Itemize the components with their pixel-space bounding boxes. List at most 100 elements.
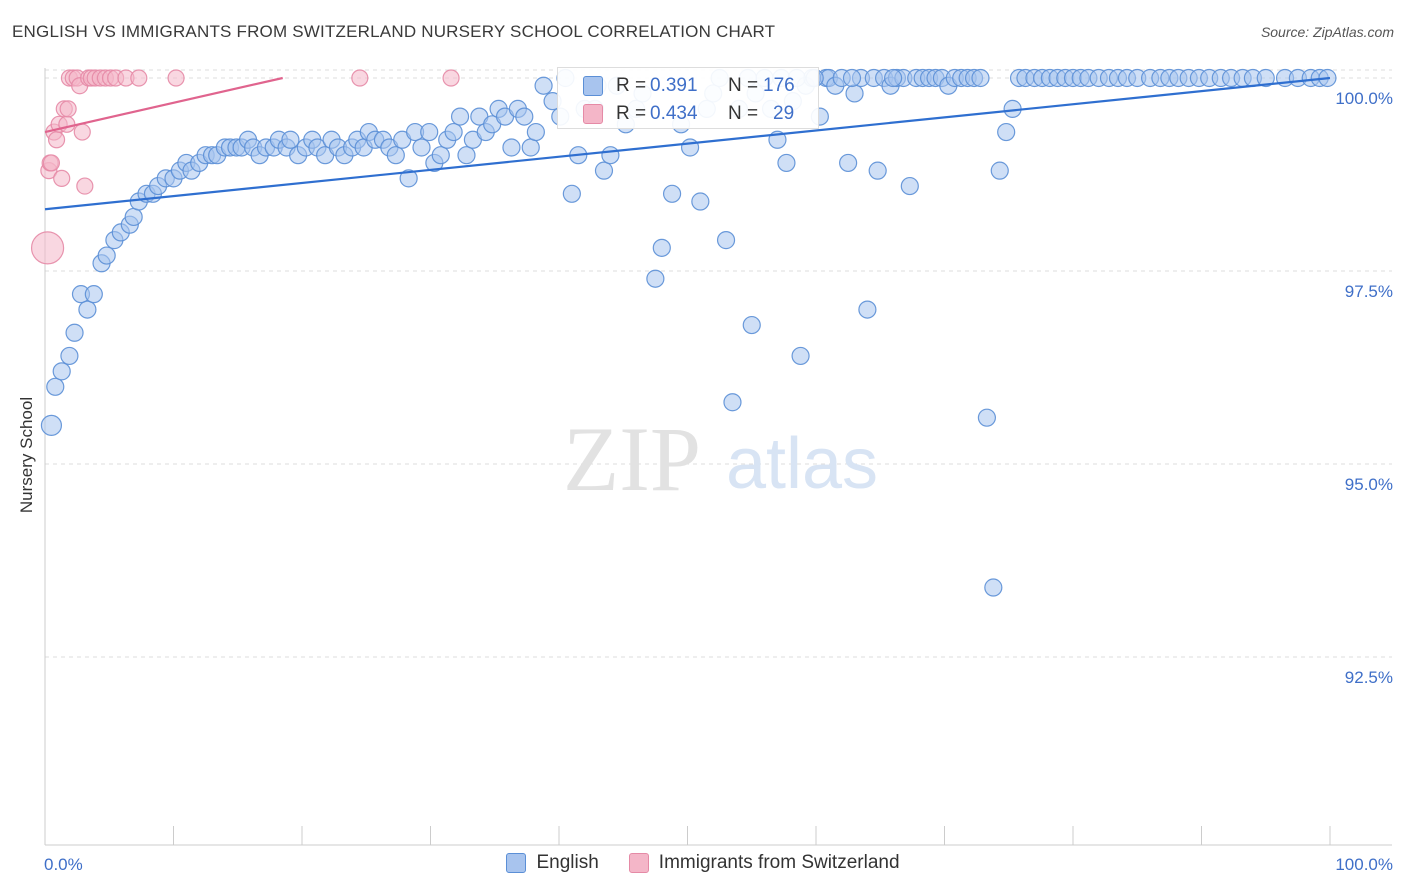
swiss-point [130, 69, 148, 87]
stats-swiss-swatch [583, 104, 603, 124]
english-point [868, 161, 887, 180]
stats-english-n-label: N = [728, 75, 759, 96]
english-point [46, 377, 65, 396]
english-point [990, 161, 1009, 180]
english-point [399, 169, 418, 188]
english-point [858, 300, 877, 319]
english-point [977, 408, 997, 427]
stats-swiss-r-label: R = [616, 103, 647, 124]
grid-layer [45, 69, 1392, 658]
swiss-point [76, 177, 94, 195]
source-label: Source: ZipAtlas.com [1260, 24, 1394, 40]
english-point [601, 146, 620, 165]
swiss-point [351, 69, 369, 87]
y-tick-label: 95.0% [1345, 475, 1393, 494]
stats-english-r-value: 0.391 [650, 75, 698, 96]
english-point [281, 130, 300, 149]
swiss-point [167, 69, 185, 87]
stats-swiss-n-value: 29 [773, 103, 795, 124]
english-point [791, 346, 810, 366]
swiss-trend-line [44, 76, 283, 134]
english-point [723, 393, 742, 412]
axis-layer [44, 68, 1392, 846]
stats-english-swatch [583, 76, 603, 96]
english-point [716, 231, 736, 250]
swiss-point [47, 131, 66, 149]
y-axis-label: Nursery School [17, 396, 36, 514]
english-point [386, 146, 405, 165]
english-point [450, 107, 470, 126]
english-point [502, 138, 521, 157]
english-point [97, 246, 116, 265]
english-point [662, 184, 682, 203]
english-point [521, 138, 540, 157]
english-point [984, 578, 1003, 597]
x-tick-label: 100.0% [1335, 855, 1393, 874]
english-point [845, 84, 864, 103]
legend-item-swiss[interactable]: Immigrants from Switzerland [628, 852, 900, 874]
english-point [412, 138, 431, 157]
swiss-point [30, 231, 65, 265]
legend: English Immigrants from Switzerland [0, 852, 1406, 874]
english-point [534, 76, 553, 95]
swiss-point [58, 115, 76, 133]
english-point [78, 300, 97, 319]
swiss-point [442, 69, 460, 87]
y-tick-label: 97.5% [1345, 282, 1393, 301]
y-tick-label: 92.5% [1345, 668, 1393, 687]
english-point [124, 207, 143, 227]
english-point [680, 138, 700, 157]
english-point [40, 414, 63, 436]
english-point [900, 176, 919, 196]
english-point [842, 68, 862, 88]
swiss-point [73, 123, 91, 141]
legend-item-english[interactable]: English [506, 852, 599, 874]
english-point [457, 146, 476, 165]
english-point [444, 122, 463, 142]
english-point [65, 323, 84, 342]
english-point [420, 122, 439, 142]
english-points [40, 68, 1337, 597]
english-point [839, 153, 858, 173]
english-point [84, 285, 103, 304]
y-tick-label: 100.0% [1335, 89, 1393, 108]
english-point [742, 315, 761, 335]
tick-label-layer: 100.0% 97.5% 95.0% 92.5% 0.0% 100.0% [44, 89, 1393, 874]
watermark: ZIP atlas [563, 408, 878, 510]
english-point [562, 184, 581, 203]
english-point [691, 192, 710, 211]
stats-english-r-label: R = [616, 75, 647, 96]
english-point [515, 107, 534, 126]
english-point [594, 161, 614, 180]
legend-swiss-swatch [628, 853, 649, 873]
english-point [1256, 68, 1275, 88]
english-point [997, 122, 1016, 142]
legend-english-label: English [536, 852, 599, 873]
watermark-zip: ZIP [563, 408, 701, 510]
english-point [777, 153, 796, 173]
english-point [971, 68, 990, 88]
english-point [883, 68, 903, 88]
english-point [60, 346, 79, 366]
english-point [526, 122, 545, 142]
english-trend-line [44, 76, 1331, 211]
english-point [646, 269, 665, 288]
legend-swiss-label: Immigrants from Switzerland [658, 852, 900, 873]
english-point [52, 362, 71, 381]
stats-english-n-value: 176 [763, 75, 795, 96]
stats-swiss-n-label: N = [728, 103, 759, 124]
swiss-point [59, 100, 77, 118]
chart-title: ENGLISH VS IMMIGRANTS FROM SWITZERLAND N… [12, 22, 776, 41]
stats-swiss-r-value: 0.434 [650, 103, 698, 124]
swiss-point [53, 169, 71, 187]
english-point [431, 146, 450, 165]
x-tick-label: 0.0% [44, 855, 83, 874]
swiss-points [30, 69, 460, 265]
watermark-atlas: atlas [726, 424, 878, 504]
swiss-point [42, 154, 61, 172]
trend-layer [44, 76, 1331, 211]
stats-box: R = 0.391 N = 176 R = 0.434 N = 29 [557, 67, 819, 129]
english-point [652, 238, 671, 257]
legend-english-swatch [506, 853, 527, 873]
